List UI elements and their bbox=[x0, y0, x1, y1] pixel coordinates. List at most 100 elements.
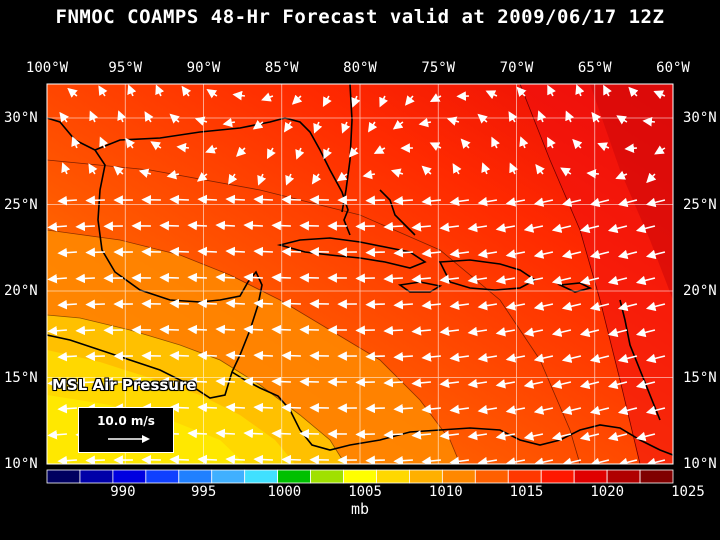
wind-arrow-icon bbox=[645, 301, 666, 312]
wind-arrow-icon bbox=[645, 353, 666, 364]
wind-arrow-icon bbox=[421, 248, 442, 258]
wind-arrow-icon bbox=[523, 379, 544, 389]
wind-arrow-icon bbox=[313, 121, 323, 134]
wind-arrow-icon bbox=[579, 223, 600, 234]
wind-arrow-icon bbox=[243, 272, 263, 283]
wind-arrow-icon bbox=[519, 136, 529, 149]
wind-arrow-icon bbox=[523, 275, 544, 285]
wind-arrow-icon bbox=[411, 274, 431, 284]
wind-arrow-icon bbox=[205, 144, 218, 154]
wind-arrow-icon bbox=[47, 377, 67, 388]
wind-arrow-icon bbox=[197, 454, 217, 464]
wind-arrow-icon bbox=[169, 113, 180, 124]
wind-arrow-icon bbox=[495, 431, 516, 441]
latitude-label: 25°N bbox=[683, 196, 717, 213]
wind-arrow-icon bbox=[243, 324, 263, 335]
latitude-label: 20°N bbox=[683, 283, 717, 299]
wind-arrow-icon bbox=[253, 402, 273, 413]
wind-arrow-icon bbox=[187, 428, 207, 439]
wind-arrow-icon bbox=[271, 376, 291, 387]
wind-arrow-icon bbox=[393, 299, 413, 310]
wind-arrow-icon bbox=[449, 300, 470, 311]
wind-arrow-icon bbox=[505, 405, 526, 415]
wind-arrow-icon bbox=[561, 301, 582, 311]
wind-arrow-icon bbox=[365, 299, 385, 310]
colorbar-units: mb bbox=[350, 500, 370, 518]
wind-arrow-icon bbox=[266, 147, 276, 160]
wind-arrow-icon bbox=[283, 121, 294, 133]
wind-arrow-icon bbox=[281, 402, 301, 413]
wind-arrow-icon bbox=[379, 95, 388, 108]
wind-arrow-icon bbox=[383, 273, 403, 284]
wind-arrow-icon bbox=[411, 430, 431, 440]
wind-arrow-icon bbox=[533, 405, 554, 415]
wind-arrow-icon bbox=[138, 168, 152, 178]
wind-arrow-icon bbox=[421, 300, 442, 310]
wind-arrow-icon bbox=[449, 196, 470, 207]
latitude-label: 15°N bbox=[4, 369, 38, 386]
wind-arrow-icon bbox=[439, 274, 460, 284]
wind-arrow-icon bbox=[579, 379, 600, 390]
wind-arrow-icon bbox=[98, 85, 108, 97]
wind-arrow-icon bbox=[383, 325, 403, 336]
wind-arrow-icon bbox=[150, 141, 162, 151]
wind-arrow-icon bbox=[645, 197, 666, 208]
wind-arrow-icon bbox=[533, 249, 554, 259]
wind-arrow-icon bbox=[169, 454, 189, 464]
wind-arrow-icon bbox=[365, 403, 385, 414]
wind-arrow-icon bbox=[176, 142, 190, 153]
colorbar-tick-label: 1010 bbox=[428, 484, 463, 500]
wind-arrow-icon bbox=[181, 85, 192, 97]
wind-arrow-icon bbox=[75, 377, 95, 388]
wind-arrow-icon bbox=[187, 220, 207, 231]
wind-arrow-icon bbox=[439, 326, 460, 336]
wind-arrow-icon bbox=[225, 246, 245, 257]
wind-arrow-icon bbox=[439, 378, 460, 388]
wind-arrow-icon bbox=[591, 111, 601, 123]
wind-arrow-icon bbox=[607, 223, 628, 234]
latitude-label: 30°N bbox=[683, 110, 717, 126]
colorbar-swatch bbox=[79, 469, 114, 484]
wind-arrow-icon bbox=[225, 298, 245, 309]
wind-arrow-icon bbox=[47, 325, 67, 336]
reference-vector-label: 10.0 m/s bbox=[97, 414, 155, 428]
wind-arrow-icon bbox=[159, 272, 179, 283]
wind-arrow-icon bbox=[197, 350, 217, 361]
wind-arrow-icon bbox=[607, 327, 628, 338]
wind-arrow-icon bbox=[392, 119, 404, 130]
colorbar-swatch bbox=[46, 469, 81, 484]
wind-arrow-icon bbox=[383, 377, 403, 388]
wind-arrow-icon bbox=[365, 351, 385, 362]
longitude-label: 90°W bbox=[186, 60, 221, 76]
colorbar-swatch bbox=[376, 469, 410, 484]
wind-arrow-icon bbox=[311, 173, 322, 185]
wind-arrow-icon bbox=[61, 162, 71, 175]
colorbar-swatch bbox=[639, 469, 674, 484]
colorbar-swatch bbox=[573, 469, 608, 484]
longitude-label: 85°W bbox=[264, 60, 299, 76]
wind-arrow-icon bbox=[196, 172, 208, 182]
wind-arrow-icon bbox=[75, 325, 95, 336]
wind-arrow-icon bbox=[477, 196, 498, 207]
wind-arrow-icon bbox=[449, 352, 470, 363]
wind-arrow-icon bbox=[485, 90, 498, 100]
wind-arrow-icon bbox=[225, 454, 245, 464]
wind-arrow-icon bbox=[367, 121, 378, 133]
latitude-label: 10°N bbox=[4, 456, 38, 472]
wind-arrow-icon bbox=[89, 110, 99, 123]
longitude-label: 65°W bbox=[577, 60, 612, 76]
wind-arrow-icon bbox=[533, 301, 554, 311]
colorbar-swatch bbox=[112, 469, 147, 484]
wind-arrow-icon bbox=[365, 195, 385, 206]
wind-arrow-icon bbox=[547, 84, 556, 97]
wind-arrow-icon bbox=[169, 194, 189, 205]
wind-arrow-icon bbox=[446, 116, 460, 126]
wind-arrow-icon bbox=[215, 428, 235, 439]
wind-arrow-icon bbox=[99, 136, 109, 149]
wind-arrow-icon bbox=[449, 456, 470, 464]
wind-arrow-icon bbox=[88, 163, 98, 175]
wind-arrow-icon bbox=[495, 275, 516, 285]
wind-arrow-icon bbox=[271, 220, 291, 231]
wind-arrow-icon bbox=[108, 435, 150, 443]
wind-arrow-icon bbox=[159, 376, 179, 387]
